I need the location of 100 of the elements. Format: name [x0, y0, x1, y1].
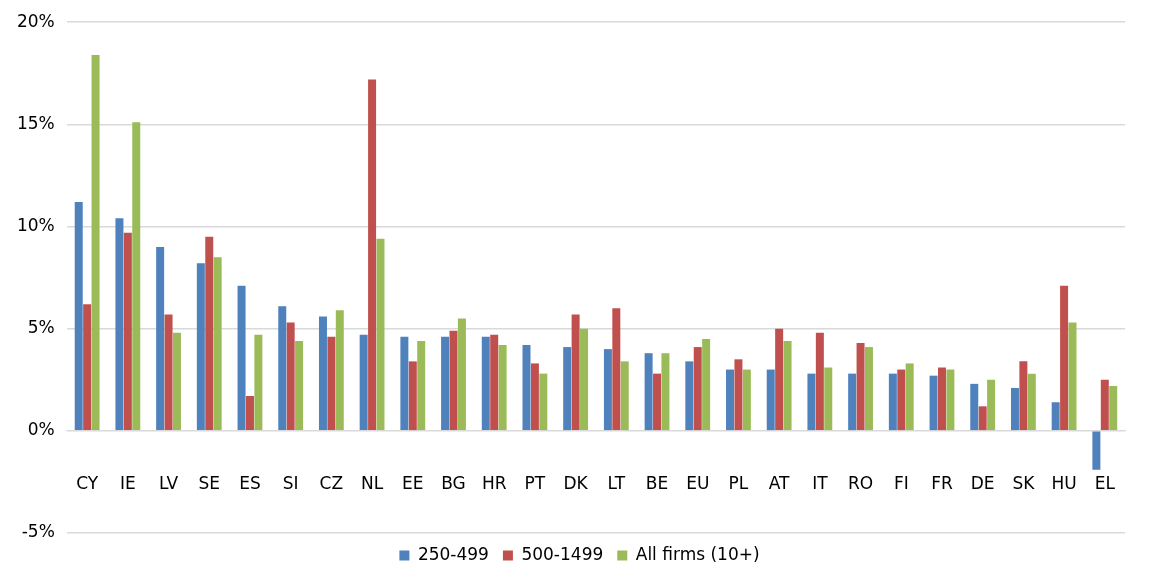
bar — [481, 336, 490, 431]
bar — [490, 334, 499, 431]
bar — [530, 363, 539, 431]
bar — [1092, 431, 1101, 470]
bar — [929, 375, 938, 431]
x-tick-label: CZ — [319, 473, 344, 494]
x-tick-label: CY — [76, 473, 99, 494]
bar — [888, 373, 897, 431]
legend-label: 250-499 — [417, 543, 489, 564]
x-tick-label: PT — [524, 473, 546, 494]
bar — [685, 361, 694, 431]
x-tick-label: HR — [481, 473, 507, 494]
x-tick-label: DK — [563, 473, 589, 494]
x-tick-label: SI — [282, 473, 299, 494]
x-tick-label: SE — [198, 473, 221, 494]
bar — [74, 202, 83, 431]
bar — [856, 342, 865, 431]
bar — [335, 310, 344, 431]
bar — [702, 338, 711, 431]
bar — [295, 340, 304, 431]
bar — [603, 349, 612, 431]
bar — [580, 328, 589, 431]
x-tick-label: EU — [686, 473, 710, 494]
y-tick-label: 0% — [27, 419, 55, 440]
bar — [327, 336, 336, 431]
bar — [498, 345, 507, 431]
bar — [278, 306, 287, 431]
bar — [775, 328, 784, 431]
bar — [123, 232, 132, 431]
bar — [734, 359, 743, 431]
bar — [620, 361, 629, 431]
bar — [612, 308, 621, 431]
bar — [441, 336, 450, 431]
bar — [905, 363, 914, 431]
bar — [807, 373, 816, 431]
bar — [318, 316, 327, 431]
x-tick-label: SK — [1012, 473, 1036, 494]
bar — [417, 340, 426, 431]
x-tick-label: LT — [607, 473, 626, 494]
bar — [644, 353, 653, 431]
x-tick-label: FR — [931, 473, 953, 494]
bar — [1060, 285, 1069, 431]
x-tick-label: IT — [812, 473, 829, 494]
legend-label: All firms (10+) — [635, 543, 760, 564]
bar — [563, 347, 572, 431]
bar — [946, 369, 955, 431]
bar — [156, 246, 165, 431]
bar — [245, 396, 254, 431]
bar — [1109, 385, 1118, 431]
y-tick-label: 20% — [16, 10, 55, 31]
bar — [742, 369, 751, 431]
bar — [254, 334, 263, 431]
bar — [213, 257, 222, 431]
bar — [978, 406, 987, 431]
bar — [359, 334, 368, 431]
bar — [653, 373, 662, 431]
bar — [83, 304, 92, 431]
x-tick-label: NL — [360, 473, 384, 494]
bar — [115, 218, 124, 431]
bar — [1051, 402, 1060, 431]
bar — [693, 347, 702, 431]
x-tick-label: ES — [239, 473, 261, 494]
bar — [237, 285, 246, 431]
x-tick-label: PL — [728, 473, 749, 494]
x-tick-label: EL — [1094, 473, 1116, 494]
bar — [286, 322, 295, 431]
x-tick-label: DE — [970, 473, 995, 494]
bar — [400, 336, 409, 431]
y-tick-label: 5% — [27, 317, 55, 338]
x-tick-label: AT — [768, 473, 791, 494]
bar — [91, 54, 100, 431]
bar — [848, 373, 857, 431]
x-tick-label: RO — [847, 473, 874, 494]
bar — [661, 353, 670, 431]
bar — [824, 367, 833, 431]
bar — [368, 79, 377, 431]
bar — [539, 373, 548, 431]
legend-label: 500-1499 — [521, 543, 604, 564]
x-tick-label: IE — [119, 473, 136, 494]
bar — [408, 361, 417, 431]
bar — [1010, 387, 1019, 431]
bar — [205, 236, 214, 431]
bar — [164, 314, 173, 431]
bar — [726, 369, 735, 431]
bar — [937, 367, 946, 431]
bar — [987, 379, 996, 431]
bar — [1027, 373, 1036, 431]
bar — [815, 332, 824, 431]
bar — [1068, 322, 1077, 431]
bar — [457, 318, 466, 431]
bar — [864, 347, 873, 431]
x-tick-label: BE — [645, 473, 669, 494]
bar — [970, 383, 979, 431]
bar — [196, 263, 205, 431]
y-tick-label: 15% — [16, 112, 55, 133]
y-tick-label: -5% — [21, 521, 55, 542]
x-tick-label: FI — [893, 473, 909, 494]
bar — [132, 122, 141, 431]
bar — [1100, 379, 1109, 431]
bar — [783, 340, 792, 431]
